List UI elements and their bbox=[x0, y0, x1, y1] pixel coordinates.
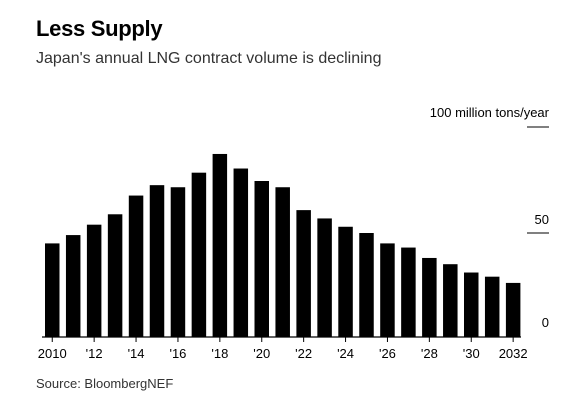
bar-2025 bbox=[359, 233, 374, 337]
bar-2021 bbox=[275, 187, 290, 337]
x-tick-label: '28 bbox=[421, 346, 438, 361]
x-tick-label: 2010 bbox=[38, 346, 67, 361]
x-tick-label: 2032 bbox=[499, 346, 528, 361]
bar-2019 bbox=[233, 168, 249, 337]
y-tick-label: 0 bbox=[542, 315, 549, 330]
bar-2029 bbox=[443, 264, 458, 337]
bar-2017 bbox=[191, 172, 207, 337]
bar-2026 bbox=[380, 243, 395, 337]
x-tick-label: '20 bbox=[253, 346, 270, 361]
y-axis-unit-label: 100 million tons/year bbox=[430, 105, 550, 120]
chart-title: Less Supply bbox=[36, 16, 163, 41]
bar-2031 bbox=[484, 276, 500, 337]
source-note: Source: BloombergNEF bbox=[36, 376, 174, 391]
bar-2016 bbox=[170, 187, 186, 337]
x-tick-label: '24 bbox=[337, 346, 354, 361]
x-tick-label: '30 bbox=[463, 346, 480, 361]
bar-2010 bbox=[45, 243, 60, 337]
bar-2028 bbox=[422, 257, 437, 337]
bar-2022 bbox=[296, 210, 311, 337]
bar-2024 bbox=[338, 226, 353, 337]
x-axis: 2010 '12 '14 '16 '18 '20 '22 '24 '26 '28 '30 2032 bbox=[38, 337, 528, 361]
y-tick-label: 50 bbox=[535, 212, 549, 227]
bar-2013 bbox=[107, 214, 123, 337]
x-tick-label: '14 bbox=[128, 346, 145, 361]
bar-2023 bbox=[317, 218, 332, 337]
x-tick-label: '22 bbox=[295, 346, 312, 361]
bar-2020 bbox=[254, 181, 269, 337]
bar-2012 bbox=[86, 224, 102, 337]
x-tick-label: '26 bbox=[379, 346, 396, 361]
bar-2030 bbox=[464, 272, 479, 337]
x-tick-label: '12 bbox=[86, 346, 103, 361]
chart-subtitle: Japan's annual LNG contract volume is de… bbox=[36, 50, 382, 67]
bar-series bbox=[45, 153, 521, 337]
y-axis: 0 50 bbox=[527, 126, 549, 330]
bar-2014 bbox=[128, 195, 144, 337]
bar-2018 bbox=[212, 153, 228, 337]
bar-2015 bbox=[149, 185, 165, 337]
x-tick-label: '18 bbox=[211, 346, 228, 361]
bar-2011 bbox=[65, 235, 81, 337]
bar-2027 bbox=[401, 247, 416, 337]
bar-2032 bbox=[505, 282, 521, 337]
x-tick-label: '16 bbox=[169, 346, 186, 361]
